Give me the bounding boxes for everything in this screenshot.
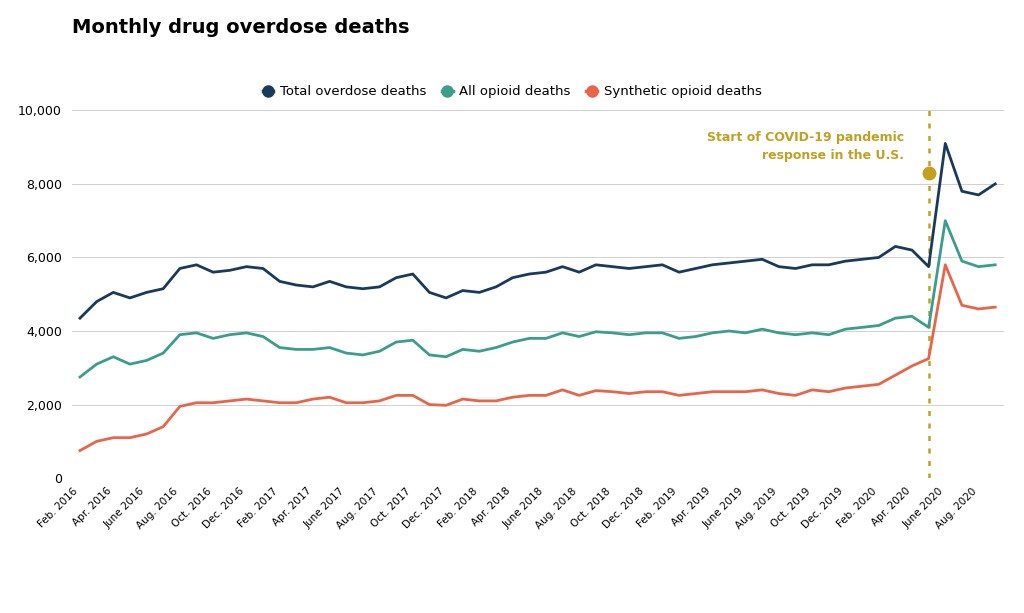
Text: Monthly drug overdose deaths: Monthly drug overdose deaths: [72, 18, 410, 37]
Legend: Total overdose deaths, All opioid deaths, Synthetic opioid deaths: Total overdose deaths, All opioid deaths…: [257, 80, 767, 104]
Text: Start of COVID-19 pandemic
response in the U.S.: Start of COVID-19 pandemic response in t…: [707, 131, 903, 162]
